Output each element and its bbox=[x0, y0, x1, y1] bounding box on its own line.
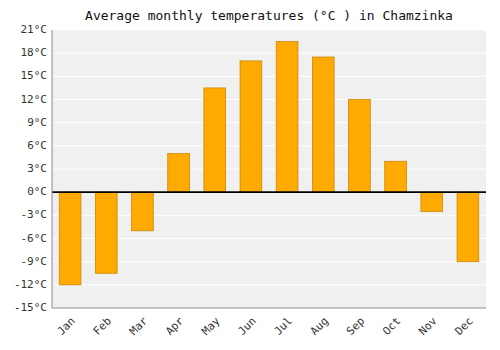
x-tick-labels: Jan Feb Mar Apr May Jun Jul Aug Sep Oct Nov Dec bbox=[55, 314, 476, 338]
grid-line bbox=[52, 192, 486, 193]
x-tick-label: Mar bbox=[127, 314, 151, 338]
grid-line bbox=[52, 53, 486, 54]
bar bbox=[349, 100, 371, 193]
bar bbox=[240, 61, 262, 192]
y-tick-label: 6°C bbox=[27, 139, 47, 152]
x-tick-label: Jun bbox=[235, 315, 258, 338]
y-tick-label: -3°C bbox=[21, 208, 48, 221]
chart: -15°C -12°C -9°C -6°C -3°C 0°C 3°C 6°C 9°C 12°C 15… bbox=[0, 0, 500, 350]
x-tick-label: Oct bbox=[380, 315, 403, 338]
bar bbox=[168, 154, 190, 193]
x-tick-label: Feb bbox=[91, 315, 114, 338]
y-tick-label: 3°C bbox=[27, 162, 47, 175]
y-tick-label: -9°C bbox=[21, 255, 48, 268]
title: Average monthly temperatures (°C ) in Ch… bbox=[85, 8, 453, 23]
x-tick-label: Dec bbox=[452, 315, 475, 338]
grid-line bbox=[52, 308, 486, 309]
y-tick-label: 0°C bbox=[27, 185, 47, 198]
x-tick-label: Nov bbox=[416, 314, 440, 338]
grid-line bbox=[52, 145, 486, 146]
y-tick-label: 18°C bbox=[21, 46, 48, 59]
y-grid bbox=[52, 30, 486, 308]
y-tick-label: 15°C bbox=[21, 69, 48, 82]
bar bbox=[457, 192, 479, 262]
grid-line bbox=[52, 76, 486, 77]
x-tick-label: Aug bbox=[308, 315, 331, 338]
x-tick-label: May bbox=[199, 314, 223, 338]
zero-line bbox=[52, 191, 486, 193]
bar bbox=[276, 42, 298, 193]
x-tick-label: Sep bbox=[344, 315, 367, 338]
grid-line bbox=[52, 122, 486, 123]
grid-line bbox=[52, 284, 486, 285]
bar bbox=[95, 192, 117, 273]
bar bbox=[132, 192, 154, 231]
y-tick-label: -12°C bbox=[14, 278, 47, 291]
x-tick-label: Jan bbox=[55, 315, 78, 338]
grid-line bbox=[52, 30, 486, 31]
x-tick-label: Jul bbox=[272, 315, 295, 338]
grid-line bbox=[52, 169, 486, 170]
bar bbox=[59, 192, 81, 285]
bar bbox=[385, 161, 407, 192]
bars bbox=[52, 42, 486, 285]
bar bbox=[204, 88, 226, 192]
x-tick-label: Apr bbox=[163, 314, 187, 338]
y-tick-label: -15°C bbox=[14, 301, 47, 314]
bar bbox=[421, 192, 443, 211]
y-tick-labels: -15°C -12°C -9°C -6°C -3°C 0°C 3°C 6°C 9°C 12°C 15… bbox=[14, 23, 47, 314]
y-tick-label: -6°C bbox=[21, 232, 48, 245]
y-axis-line bbox=[52, 30, 53, 308]
y-tick-label: 9°C bbox=[27, 116, 47, 129]
y-tick-label: 12°C bbox=[21, 93, 48, 106]
bar bbox=[312, 57, 334, 192]
chart-container: -15°C -12°C -9°C -6°C -3°C 0°C 3°C 6°C 9°C 12°C 15… bbox=[0, 0, 500, 350]
x-axis-line bbox=[52, 308, 486, 309]
y-tick-label: 21°C bbox=[21, 23, 48, 36]
plot-background bbox=[52, 30, 486, 308]
grid-line bbox=[52, 99, 486, 100]
